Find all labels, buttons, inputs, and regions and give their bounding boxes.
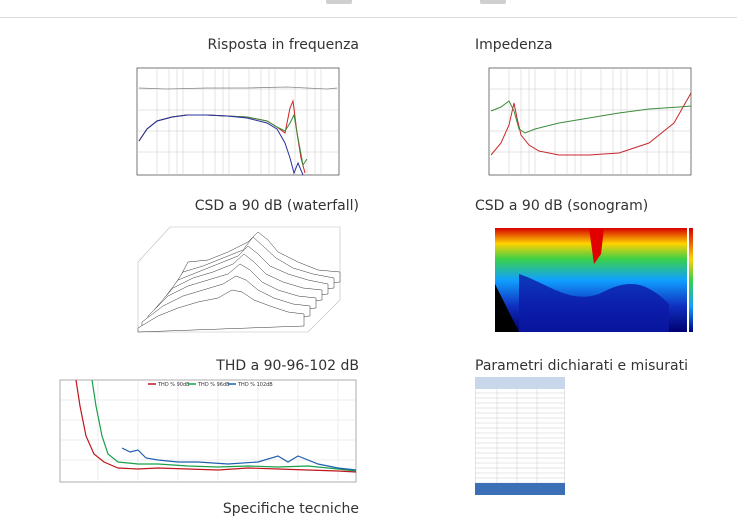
caption-specs: Specifiche tecniche [222, 501, 359, 517]
caption-thd: THD a 90-96-102 dB [216, 358, 359, 374]
top-bar [0, 0, 737, 18]
caption-params: Parametri dichiarati e misurati [475, 358, 689, 374]
params-table-image[interactable] [475, 377, 565, 495]
csd-waterfall-image[interactable] [128, 222, 350, 342]
toolbar-button[interactable] [326, 0, 352, 4]
impedance-image[interactable] [479, 63, 701, 183]
thd-legend-96: THD % 96dB [197, 382, 230, 388]
thd-legend-90: THD % 90dB [157, 382, 190, 388]
caption-csd-waterfall: CSD a 90 dB (waterfall) [194, 198, 359, 214]
thd-legend-102: THD % 102dB [237, 382, 273, 388]
csd-sonogram-image[interactable] [479, 224, 701, 336]
toolbar-button[interactable] [480, 0, 506, 4]
caption-csd-sonogram: CSD a 90 dB (sonogram) [475, 198, 649, 214]
freq-response-image[interactable] [127, 63, 349, 183]
thd-image[interactable]: THD % 90dB THD % 96dB THD % 102dB [48, 376, 360, 496]
caption-freq-response: Risposta in frequenza [207, 37, 359, 53]
caption-impedance: Impedenza [475, 37, 553, 53]
